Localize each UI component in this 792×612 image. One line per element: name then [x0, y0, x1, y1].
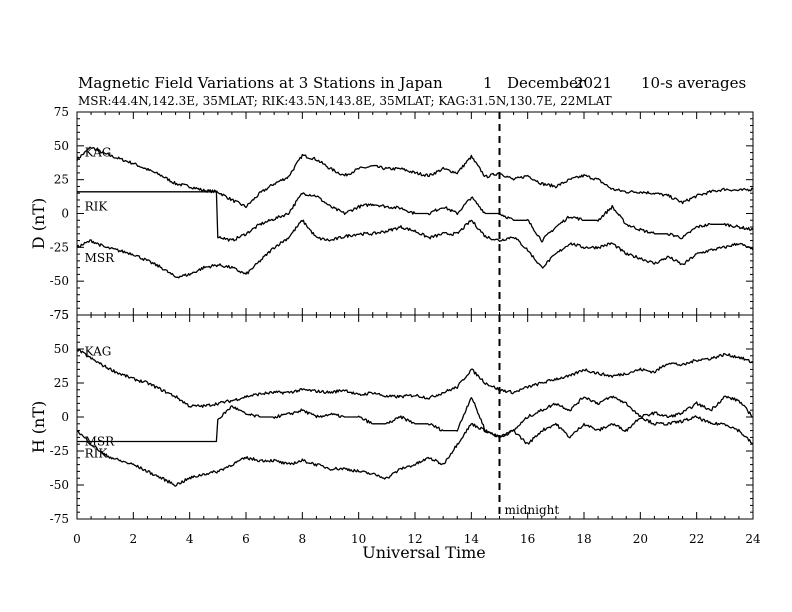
y-tick-label: 50: [54, 139, 69, 153]
x-tick-label: 0: [73, 532, 81, 546]
station-label-kag: KAG: [85, 146, 112, 160]
y-tick-label: -75: [50, 512, 69, 526]
x-axis-label: Universal Time: [362, 543, 485, 562]
date-month: December: [507, 74, 586, 92]
y-tick-label: 0: [61, 410, 69, 424]
x-tick-label: 8: [299, 532, 307, 546]
y-tick-label: 25: [54, 376, 69, 390]
x-tick-label: 12: [407, 532, 422, 546]
station-label-kag: KAG: [85, 345, 112, 359]
station-label-msr: MSR: [85, 434, 116, 448]
x-tick-label: 6: [242, 532, 250, 546]
y-tick-label: -25: [50, 240, 69, 254]
y-axis-label: H (nT): [29, 401, 48, 454]
series-line-msr: [76, 415, 754, 487]
x-tick-label: 16: [520, 532, 535, 546]
date-day: 1: [483, 74, 493, 92]
date-year: 2021: [574, 74, 612, 92]
y-tick-label: -25: [50, 444, 69, 458]
y-tick-label: 0: [61, 207, 69, 221]
y-tick-label: -50: [50, 274, 69, 288]
x-tick-label: 24: [745, 532, 761, 546]
y-tick-label: 75: [54, 308, 69, 322]
y-axis-label: D (nT): [29, 198, 48, 249]
averaging-label: 10-s averages: [641, 74, 746, 92]
panel-1: 75 50 25 0 -25 -50 -75 D (nT) KAG RIK MSR: [29, 105, 754, 322]
y-tick-label: -50: [50, 478, 69, 492]
x-tick-label: 18: [576, 532, 591, 546]
x-tick-label: 2: [130, 532, 138, 546]
series-line-kag: [76, 348, 754, 408]
x-tick-label: 20: [633, 532, 648, 546]
station-info-subtitle: MSR:44.4N,142.3E, 35MLAT; RIK:43.5N,143.…: [78, 94, 612, 108]
midnight-label: midnight: [505, 503, 560, 517]
x-tick-label: 14: [464, 532, 480, 546]
series-line-msr: [76, 219, 754, 279]
y-tick-label: 25: [54, 173, 69, 187]
series-line-rik: [77, 395, 753, 443]
y-tick-label: -75: [50, 308, 69, 322]
y-tick-label: 50: [54, 342, 69, 356]
station-label-rik: RIK: [85, 200, 109, 214]
x-tick-label: 10: [351, 532, 366, 546]
station-label-msr: MSR: [85, 251, 116, 265]
chart-title: Magnetic Field Variations at 3 Stations …: [78, 74, 443, 92]
y-tick-label: 75: [54, 105, 69, 119]
x-tick-label: 4: [186, 532, 194, 546]
station-label-rik: RIK: [85, 447, 109, 461]
series-line-rik: [77, 191, 754, 243]
series-line-kag: [76, 146, 754, 209]
x-tick-label: 22: [689, 532, 704, 546]
panel-frame: [76, 314, 754, 520]
